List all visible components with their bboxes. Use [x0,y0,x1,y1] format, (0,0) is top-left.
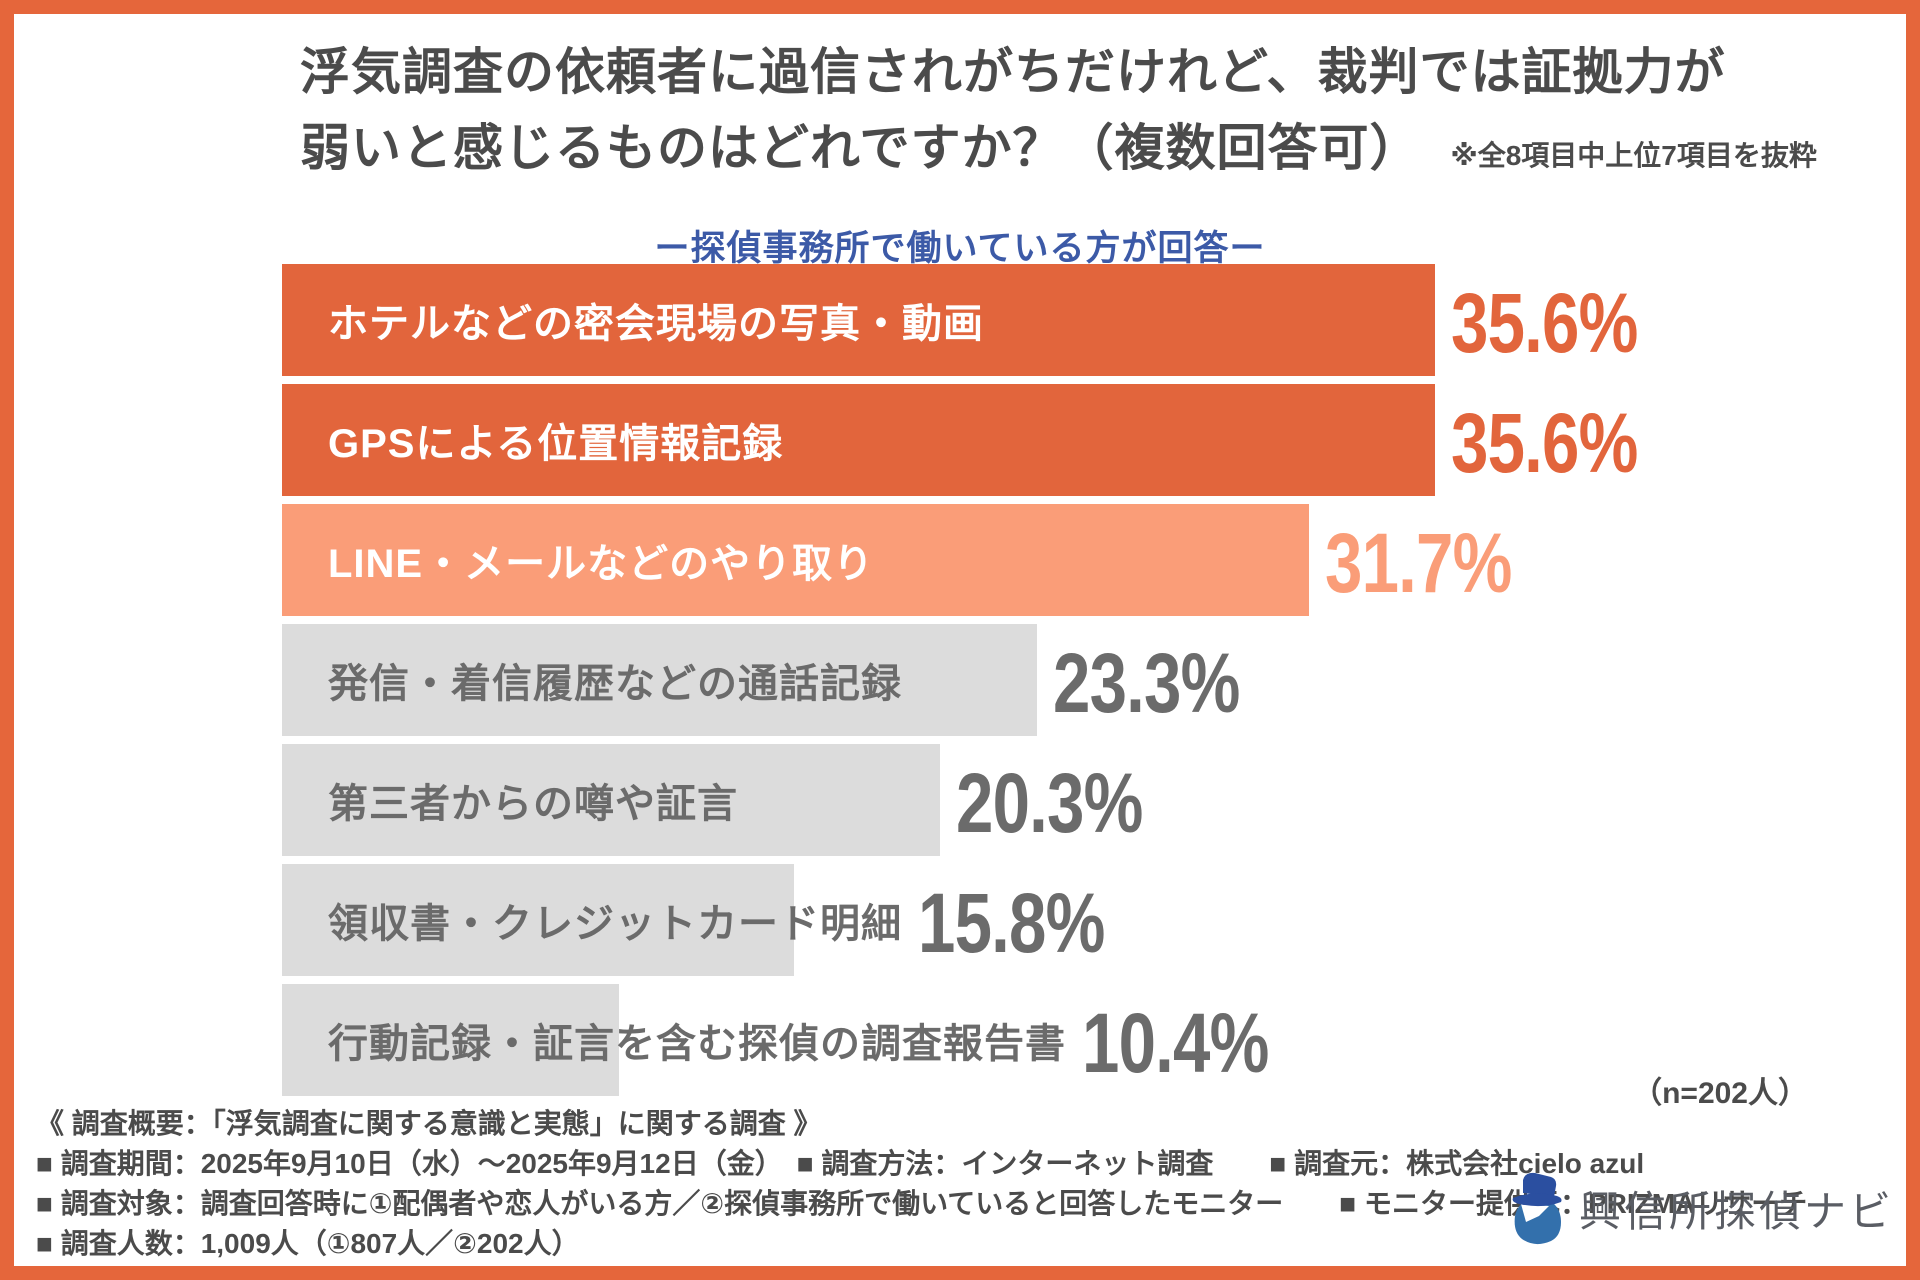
bar [282,624,1037,736]
bar-label: 領収書・クレジットカード明細 [328,902,902,946]
bar-value: 20.3% [956,756,1143,850]
detective-icon [1512,1172,1562,1245]
survey-overview: 《 調査概要：「浮気調査に関する意識と実態」に関する調査 》 ■ 調査期間：20… [36,1104,1807,1264]
detective-hat-brim [1512,1193,1562,1207]
detective-hat-crown [1522,1172,1557,1197]
bar [282,864,794,976]
title-line2: 弱いと感じるものはどれですか？（複数回答可） [300,120,1421,176]
sample-size-note: （n=202人） [1632,1077,1808,1110]
brand-logo-text: 興信所探偵ナビ [1578,1187,1894,1235]
bar-row: 領収書・クレジットカード明細 15.8% [282,864,1910,976]
bar-row: 行動記録・証言を含む探偵の調査報告書 10.4% [282,984,1910,1096]
bar-value: 31.7% [1325,516,1512,610]
bar-row: LINE・メールなどのやり取り 31.7% [282,504,1910,616]
title-note: ※全8項目中上位7項目を抜粋 [1450,140,1817,171]
bar-row: 第三者からの噂や証言 20.3% [282,744,1910,856]
bar-label: GPSによる位置情報記録 [328,422,784,466]
bar-chart: ホテルなどの密会現場の写真・動画 35.6% GPSによる位置情報記録 35.6… [282,264,1910,1104]
survey-respondents: ■ 調査人数：1,009人（①807人／②202人） [36,1228,580,1259]
bar-label: 発信・着信履歴などの通話記録 [328,662,902,706]
chart-subtitle: ー探偵事務所で働いている方が回答ー [654,229,1266,268]
bar-label: 行動記録・証言を含む探偵の調査報告書 [328,1022,1066,1066]
bar-value: 35.6% [1451,396,1638,490]
bar-label: 第三者からの噂や証言 [328,782,738,826]
bar-label: ホテルなどの密会現場の写真・動画 [328,302,984,346]
survey-period-method-source: ■ 調査期間：2025年9月10日（水）～2025年9月12日（金） ■ 調査方… [36,1148,1645,1179]
bar-row: ホテルなどの密会現場の写真・動画 35.6% [282,264,1910,376]
bar [282,984,619,1096]
brand-logo: 興信所探偵ナビ [1509,1170,1894,1246]
survey-overview-heading: 《 調査概要：「浮気調査に関する意識と実態」に関する調査 》 [36,1108,822,1139]
bar-row: GPSによる位置情報記録 35.6% [282,384,1910,496]
bar-value: 10.4% [1082,996,1269,1090]
title-line1: 浮気調査の依頼者に過信されがちだけれど、裁判では証拠力が [300,44,1726,100]
bar [282,504,1309,616]
bar-value: 23.3% [1053,636,1240,730]
bar-value: 15.8% [918,876,1105,970]
bar [282,744,940,856]
detective-face [1520,1204,1549,1222]
survey-target-monitor: ■ 調査対象：調査回答時に①配偶者や恋人がいる方／②探偵事務所で働いていると回答… [36,1188,1808,1219]
bar-label: LINE・メールなどのやり取り [328,542,875,586]
bar [282,384,1435,496]
bar-value: 35.6% [1451,276,1638,370]
bar [282,264,1435,376]
bar-row: 発信・着信履歴などの通話記録 23.3% [282,624,1910,736]
page-title: 浮気調査の依頼者に過信されがちだけれど、裁判では証拠力が 弱いと感じるものはどれ… [300,34,1817,186]
